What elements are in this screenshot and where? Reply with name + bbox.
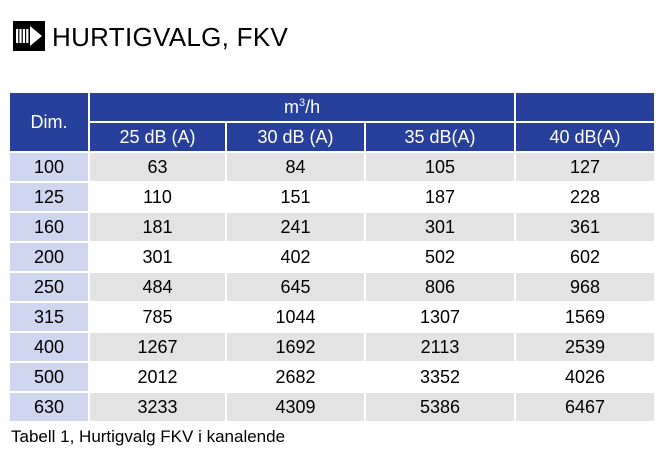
- table-cell: 2682: [227, 363, 366, 393]
- table-cell: 3352: [366, 363, 517, 393]
- table-row: 125 110 151 187 228: [10, 183, 655, 213]
- table-cell: 228: [516, 183, 655, 213]
- dim-cell: 315: [10, 303, 90, 333]
- quick-select-table: Dim. m3/h 25 dB (A) 30 dB (A) 35 dB(A) 4…: [10, 93, 655, 423]
- unit-header-blank: [516, 93, 655, 123]
- column-header-25db: 25 dB (A): [90, 123, 227, 153]
- dim-cell: 100: [10, 153, 90, 183]
- table-cell: 84: [227, 153, 366, 183]
- table-row: 500 2012 2682 3352 4026: [10, 363, 655, 393]
- page-title: HURTIGVALG, FKV: [52, 22, 289, 52]
- dim-cell: 500: [10, 363, 90, 393]
- table-cell: 1569: [516, 303, 655, 333]
- table-cell: 1044: [227, 303, 366, 333]
- table-caption: Tabell 1, Hurtigvalg FKV i kanalende: [11, 427, 286, 446]
- table-cell: 110: [90, 183, 227, 213]
- table-cell: 968: [516, 273, 655, 303]
- table-cell: 1307: [366, 303, 517, 333]
- table-cell: 502: [366, 243, 517, 273]
- column-header-30db: 30 dB (A): [227, 123, 366, 153]
- table-row: 400 1267 1692 2113 2539: [10, 333, 655, 363]
- unit-base: m: [283, 97, 299, 117]
- table-cell: 1692: [227, 333, 366, 363]
- table-row: 250 484 645 806 968: [10, 273, 655, 303]
- dim-column-header: Dim.: [10, 93, 90, 153]
- unit-suffix: /h: [305, 97, 321, 117]
- column-header-40db: 40 dB(A): [516, 123, 655, 153]
- table-cell: 6467: [516, 393, 655, 423]
- table-cell: 1267: [90, 333, 227, 363]
- table-row: 100 63 84 105 127: [10, 153, 655, 183]
- table-cell: 187: [366, 183, 517, 213]
- table-row: 200 301 402 502 602: [10, 243, 655, 273]
- dim-cell: 200: [10, 243, 90, 273]
- table-cell: 301: [90, 243, 227, 273]
- table-cell: 105: [366, 153, 517, 183]
- table-cell: 5386: [366, 393, 517, 423]
- table-cell: 151: [227, 183, 366, 213]
- table-cell: 3233: [90, 393, 227, 423]
- table-cell: 2012: [90, 363, 227, 393]
- table-cell: 484: [90, 273, 227, 303]
- fan-arrow-icon: [13, 21, 45, 51]
- table-cell: 361: [516, 213, 655, 243]
- column-header-35db: 35 dB(A): [366, 123, 517, 153]
- table-cell: 4026: [516, 363, 655, 393]
- table-cell: 806: [366, 273, 517, 303]
- table-cell: 785: [90, 303, 227, 333]
- table-cell: 181: [90, 213, 227, 243]
- page-header: HURTIGVALG, FKV: [12, 16, 288, 56]
- table-cell: 301: [366, 213, 517, 243]
- dim-cell: 160: [10, 213, 90, 243]
- dim-cell: 250: [10, 273, 90, 303]
- table-cell: 602: [516, 243, 655, 273]
- dim-cell: 125: [10, 183, 90, 213]
- table-row: 160 181 241 301 361: [10, 213, 655, 243]
- unit-header: m3/h: [90, 93, 517, 123]
- table-cell: 63: [90, 153, 227, 183]
- table-cell: 241: [227, 213, 366, 243]
- unit-exponent: 3: [298, 97, 306, 109]
- table-cell: 402: [227, 243, 366, 273]
- table-row: 630 3233 4309 5386 6467: [10, 393, 655, 423]
- table-cell: 127: [516, 153, 655, 183]
- table-cell: 2539: [516, 333, 655, 363]
- dim-cell: 400: [10, 333, 90, 363]
- table-cell: 645: [227, 273, 366, 303]
- table-cell: 2113: [366, 333, 517, 363]
- table-cell: 4309: [227, 393, 366, 423]
- table-row: 315 785 1044 1307 1569: [10, 303, 655, 333]
- dim-cell: 630: [10, 393, 90, 423]
